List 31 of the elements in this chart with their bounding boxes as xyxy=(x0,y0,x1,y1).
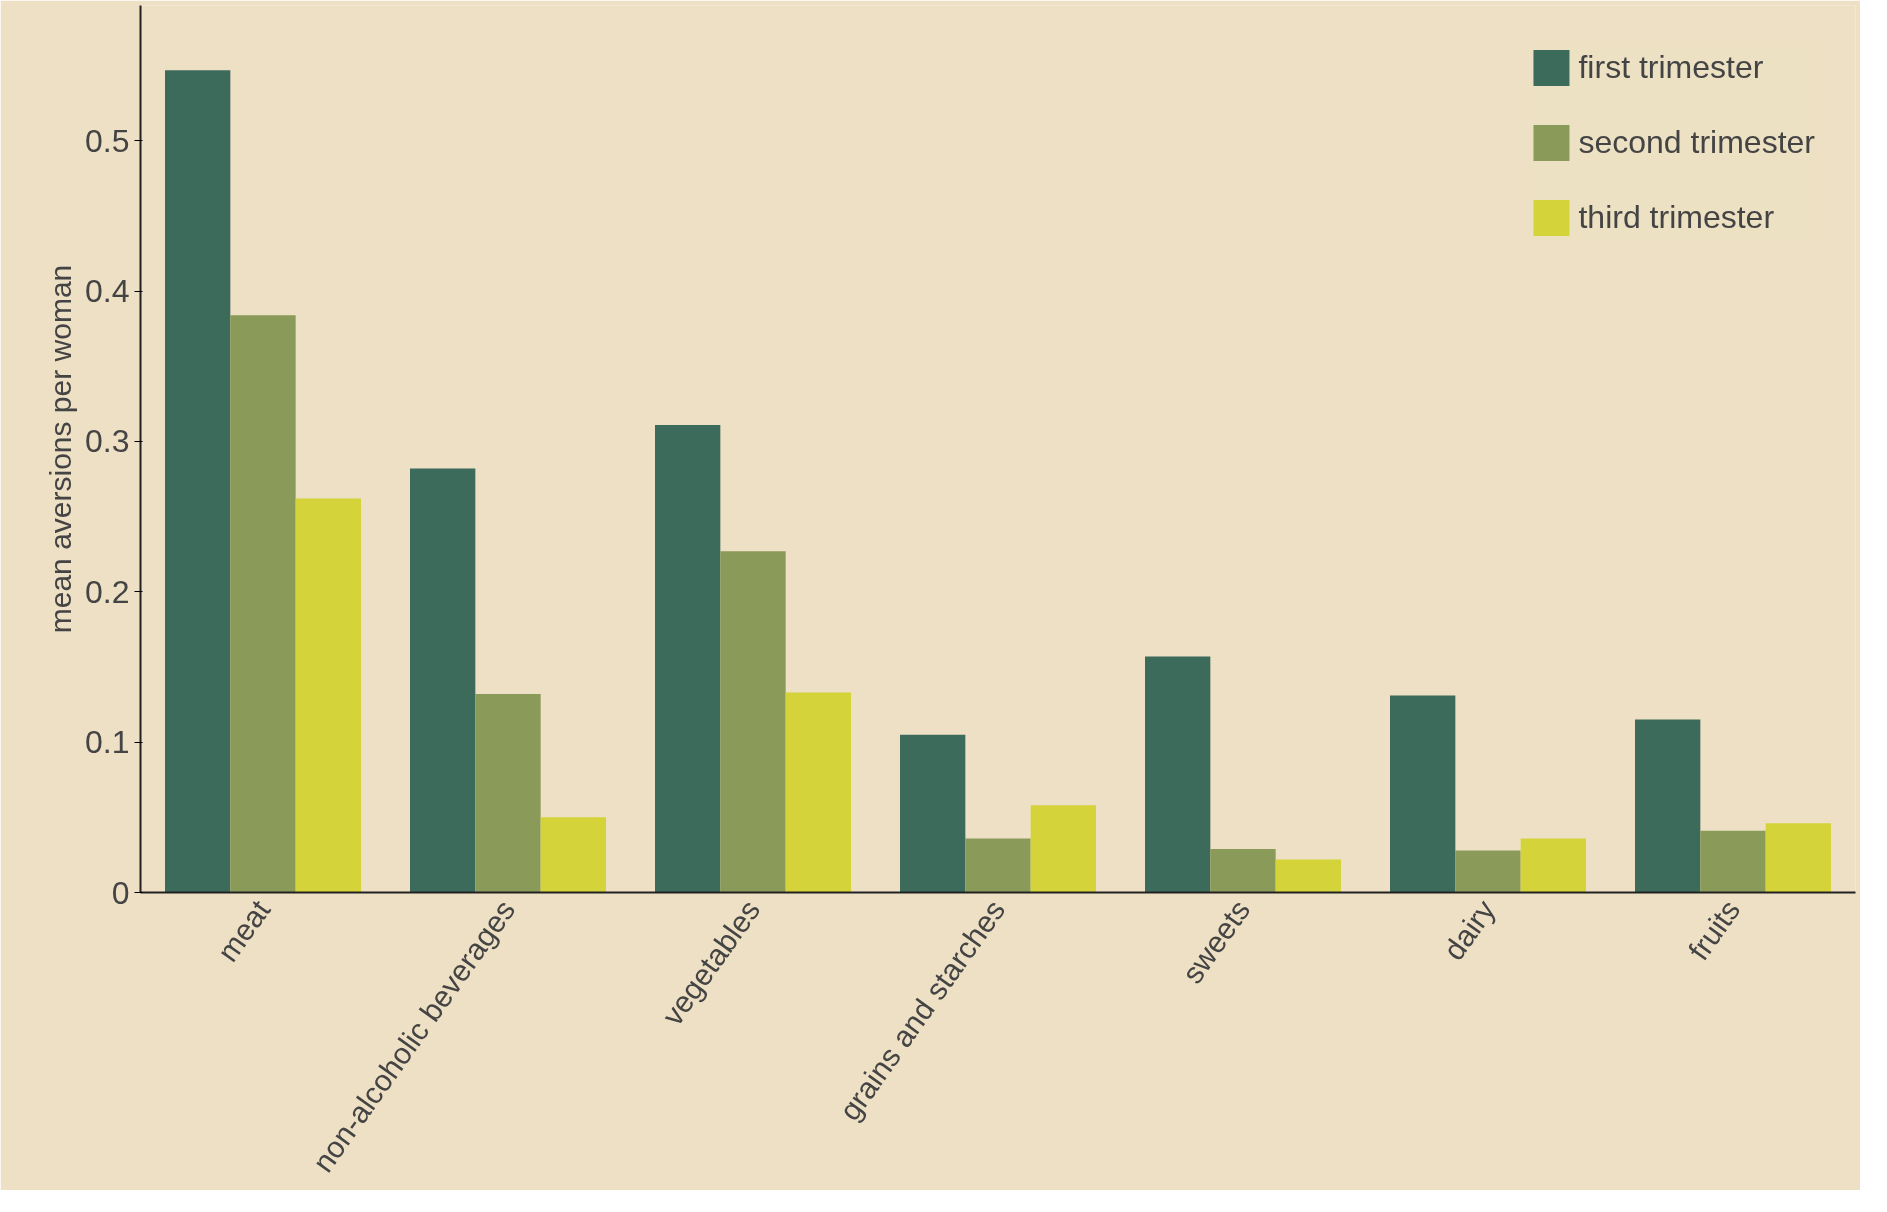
y-tick-label: 0 xyxy=(111,874,130,911)
legend-label: first trimester xyxy=(1578,49,1764,86)
y-tick-label: 0.3 xyxy=(85,423,130,460)
bar xyxy=(1390,695,1456,893)
bar xyxy=(785,692,851,893)
bar xyxy=(900,734,966,893)
y-tick-label: 0.5 xyxy=(85,122,130,159)
y-tick-label: 0.2 xyxy=(85,573,130,610)
bar xyxy=(1765,823,1831,893)
bar xyxy=(540,817,606,893)
bar xyxy=(165,70,231,893)
y-tick-label: 0.4 xyxy=(85,273,130,310)
bar xyxy=(720,551,786,893)
bar xyxy=(1145,656,1211,893)
bar xyxy=(1700,830,1766,893)
bar xyxy=(1275,859,1341,893)
y-axis-title: mean aversions per woman xyxy=(44,264,78,634)
bar xyxy=(475,694,541,893)
bar xyxy=(655,424,721,893)
bar xyxy=(1520,838,1586,893)
bar xyxy=(965,838,1031,893)
bar xyxy=(1455,850,1521,893)
y-tick-label: 0.1 xyxy=(85,724,130,761)
bar xyxy=(295,498,361,893)
legend-label: second trimester xyxy=(1578,124,1815,161)
bar xyxy=(410,468,476,893)
bar xyxy=(230,315,296,893)
bar xyxy=(1030,805,1096,893)
legend-label: third trimester xyxy=(1578,199,1775,236)
bar xyxy=(1210,848,1276,893)
bar xyxy=(1635,719,1701,893)
